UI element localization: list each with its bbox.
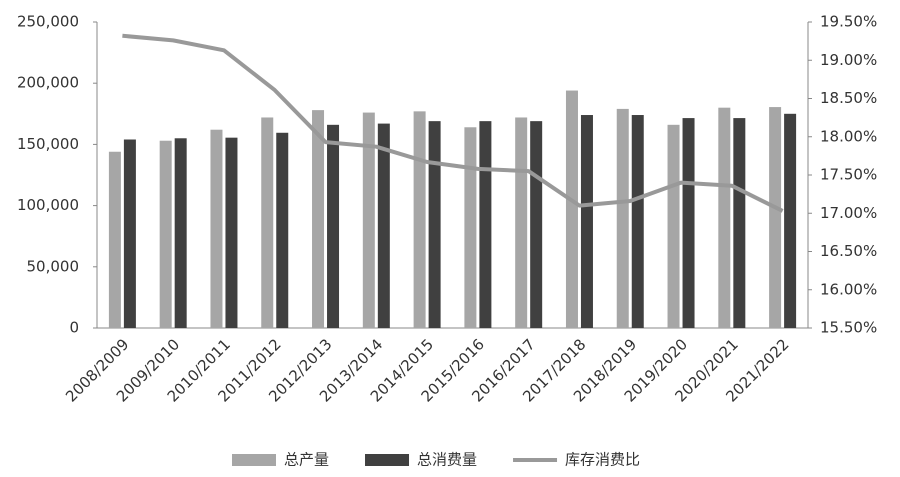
y2-tick-label: 18.50% — [820, 89, 877, 107]
bar — [276, 132, 289, 328]
bar — [580, 115, 593, 328]
y2-tick-label: 16.00% — [820, 280, 877, 298]
line — [122, 33, 784, 213]
legend-label: 总消费量 — [417, 451, 477, 469]
bar — [377, 123, 390, 328]
bar — [261, 117, 274, 328]
y-tick-label: 50,000 — [27, 257, 80, 275]
bar — [565, 90, 578, 328]
y2-tick-label: 15.50% — [820, 319, 877, 337]
bar — [667, 124, 680, 328]
bar — [784, 113, 797, 328]
y2-tick-label: 18.00% — [820, 127, 877, 145]
bar — [210, 129, 223, 328]
bar — [464, 127, 477, 328]
bar — [225, 137, 238, 328]
legend-label: 库存消费比 — [565, 451, 640, 469]
bar — [123, 139, 136, 328]
y-tick-label: 150,000 — [17, 135, 79, 153]
bar — [413, 111, 426, 329]
bar — [159, 140, 172, 328]
bar — [718, 107, 731, 329]
bar — [769, 107, 782, 329]
y2-tick-label: 19.00% — [820, 51, 877, 69]
bar — [428, 121, 441, 328]
bar — [312, 110, 325, 329]
bar — [616, 108, 629, 329]
bar — [362, 112, 375, 329]
y-tick-label: 0 — [69, 319, 79, 337]
legend-swatch — [365, 454, 410, 466]
bar — [733, 118, 746, 328]
bar — [515, 117, 528, 328]
y-tick-label: 100,000 — [17, 196, 79, 214]
y2-tick-label: 19.50% — [820, 13, 877, 31]
bar — [631, 115, 644, 328]
legend-label: 总产量 — [284, 451, 329, 469]
legend-swatch — [232, 454, 276, 466]
bar — [108, 151, 121, 328]
bar — [479, 121, 492, 328]
y2-tick-label: 17.50% — [820, 166, 877, 184]
bar — [327, 124, 340, 328]
bar — [682, 118, 695, 328]
y2-tick-label: 17.00% — [820, 204, 877, 222]
y2-tick-label: 16.50% — [820, 242, 877, 260]
y-tick-label: 200,000 — [17, 74, 79, 92]
y-tick-label: 250,000 — [17, 13, 79, 31]
bar — [174, 138, 187, 328]
bar — [530, 121, 543, 328]
